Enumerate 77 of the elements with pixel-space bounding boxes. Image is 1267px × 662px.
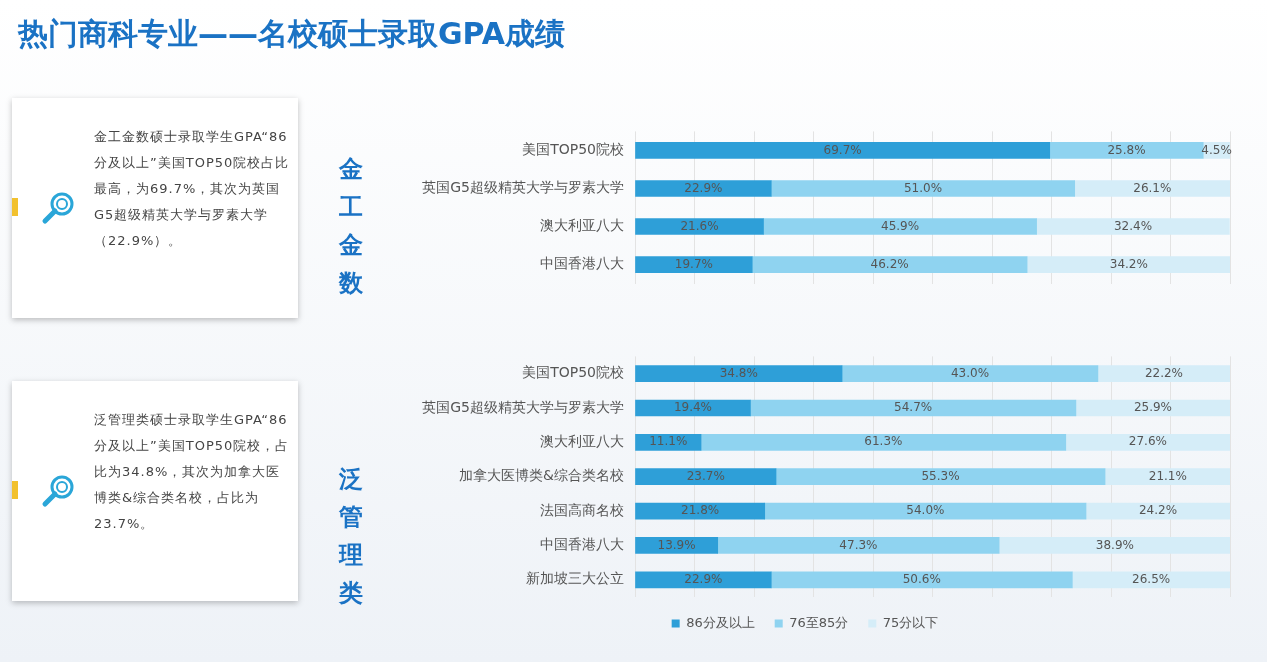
- data-label: 24.2%: [1138, 503, 1178, 518]
- y-axis-title: 金工金数: [338, 154, 364, 299]
- data-label: 55.3%: [921, 468, 960, 483]
- bar: [841, 365, 1099, 382]
- data-label: 22.9%: [684, 571, 723, 586]
- bar: [1097, 365, 1230, 382]
- data-label: 23.7%: [686, 468, 725, 483]
- data-label: 13.9%: [657, 537, 696, 552]
- data-label: 47.3%: [839, 537, 878, 552]
- data-label: 19.4%: [673, 400, 713, 415]
- bar: [775, 468, 1106, 486]
- data-label: 25.9%: [1133, 400, 1173, 415]
- data-label: 22.2%: [1144, 365, 1184, 380]
- data-label: 45.9%: [881, 218, 920, 233]
- bar: [635, 180, 772, 197]
- data-label: 43.0%: [950, 365, 990, 380]
- bar: [998, 537, 1230, 554]
- data-label: 21.8%: [681, 503, 720, 518]
- y-tick-label: 英国G5超级精英大学与罗素大学: [422, 398, 624, 415]
- data-label: 34.2%: [1109, 256, 1148, 271]
- text: 泛管理类硕士录取学生GPA“86分及以上”美国TOP50院校，占比为34.8%，其次为加拿大医博类&综合类名校，占比为23.7%。: [94, 411, 290, 533]
- y-tick-label: 澳大利亚八大: [540, 432, 624, 449]
- y-tick-label: 新加坡三大公立: [526, 570, 624, 587]
- bar: [751, 256, 1028, 273]
- bar: [635, 571, 772, 589]
- bar: [635, 142, 1051, 159]
- bar: [1074, 180, 1230, 197]
- y-tick-label: 美国TOP50院校: [522, 141, 624, 158]
- legend-label: 76至85分: [789, 614, 849, 630]
- data-label: 69.7%: [823, 142, 862, 157]
- y-tick-label: 澳大利亚八大: [540, 217, 624, 234]
- bar: [1026, 256, 1230, 273]
- data-label: 21.6%: [680, 218, 719, 233]
- text: 热门商科专业——名校硕士录取GPA成绩: [18, 15, 566, 53]
- y-tick-label: 英国G5超级精英大学与罗素大学: [422, 179, 624, 196]
- data-label: 50.6%: [902, 571, 941, 586]
- data-label: 51.0%: [903, 180, 943, 195]
- data-label: 11.1%: [649, 434, 688, 449]
- data-label: 34.8%: [719, 365, 758, 380]
- y-tick-label: 法国高商名校: [540, 501, 624, 518]
- bar: [635, 256, 753, 273]
- data-label: 46.2%: [870, 256, 909, 271]
- y-tick-label: 加拿大医博类&综合类名校: [459, 467, 624, 484]
- data-label: 27.6%: [1128, 434, 1167, 449]
- data-label: 54.7%: [894, 400, 933, 415]
- text: 金工金数硕士录取学生GPA“86分及以上”美国TOP50院校占比最高，为69.7%，其次为英国G5超级精英大学与罗素大学（22.9%）。: [94, 128, 290, 250]
- bar: [700, 434, 1067, 451]
- bar: [1036, 218, 1230, 235]
- data-label: 32.4%: [1113, 218, 1153, 233]
- y-axis-title: 泛管理类: [338, 464, 364, 609]
- bar: [717, 537, 1000, 554]
- bar: [770, 571, 1073, 589]
- data-label: 26.5%: [1132, 571, 1171, 586]
- bar: [1071, 571, 1230, 589]
- data-label: 4.5%: [1201, 142, 1232, 157]
- data-label: 25.8%: [1107, 142, 1146, 157]
- bar: [1065, 434, 1230, 451]
- data-label: 38.9%: [1095, 537, 1134, 552]
- legend-label: 75分以下: [882, 614, 939, 630]
- bar: [750, 399, 1077, 417]
- data-label: 54.0%: [906, 503, 945, 518]
- bar: [764, 502, 1087, 520]
- legend-label: 86分及以上: [686, 614, 755, 630]
- data-label: 22.9%: [684, 180, 723, 195]
- y-tick-label: 中国香港八大: [540, 536, 624, 553]
- data-label: 61.3%: [864, 434, 903, 449]
- bar: [635, 468, 777, 486]
- bar: [635, 365, 843, 382]
- data-label: 26.1%: [1133, 180, 1172, 195]
- bar: [763, 218, 1037, 235]
- bar: [635, 218, 764, 235]
- y-tick-label: 中国香港八大: [540, 255, 624, 272]
- y-tick-label: 美国TOP50院校: [522, 364, 624, 381]
- bar: [1104, 468, 1230, 486]
- bar: [770, 180, 1076, 197]
- data-label: 19.7%: [674, 256, 713, 271]
- data-label: 21.1%: [1148, 468, 1187, 483]
